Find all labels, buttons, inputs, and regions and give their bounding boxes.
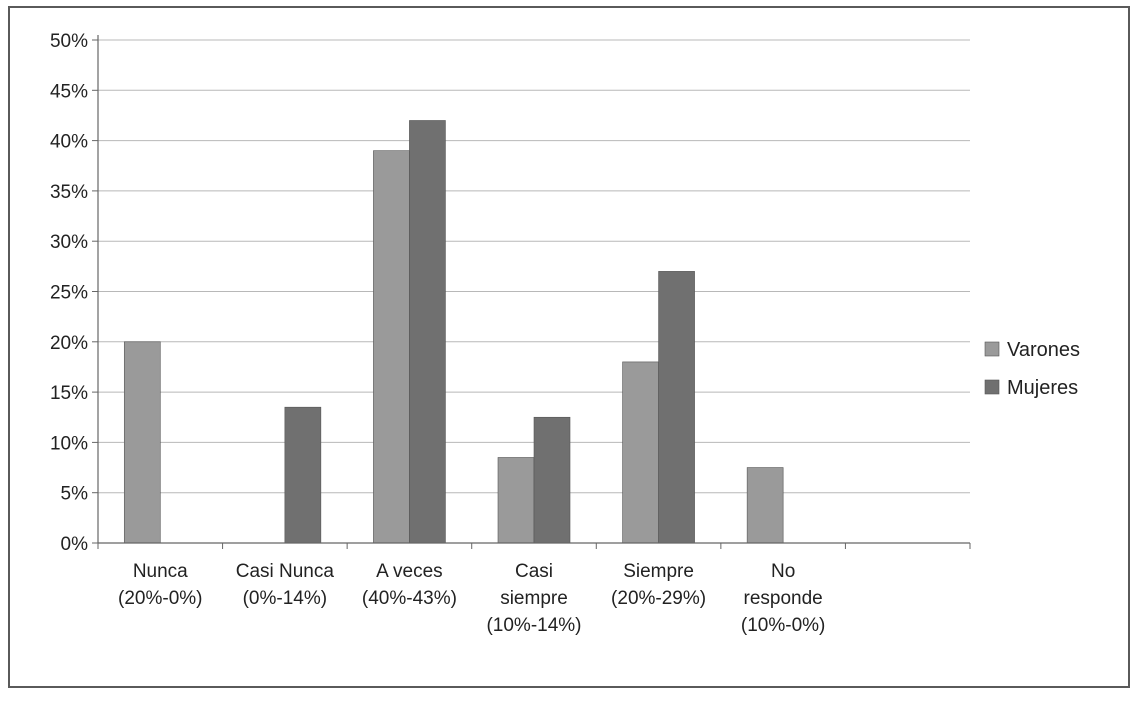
y-tick-label: 0% [61,534,89,555]
y-tick-label: 40% [50,132,88,153]
chart-frame [8,6,1130,688]
y-tick-label: 10% [50,433,88,454]
x-tick-label: Siempre (20%-29%) [611,561,706,609]
bar-varones-4 [497,457,535,544]
bar-mujeres-4 [533,416,571,544]
x-tick-label: No responde (10%-0%) [741,561,825,636]
axes: 0% 5% 10% 15% 20% 25% 30% 35% 40% 45% 50% Nunca (20%… [50,31,971,636]
legend: Varones Mujeres [984,339,1080,399]
y-tick-label: 15% [50,383,88,404]
bar-varones-5 [622,361,659,544]
legend-label-varones: Varones [1007,339,1080,361]
bar-mujeres-5 [658,271,695,544]
bar-varones-3 [373,150,410,544]
y-tick-label: 30% [50,232,88,253]
x-tick-label: Casi siempre (10%-14%) [486,561,581,636]
y-tick-label: 25% [50,283,88,304]
gridlines [98,39,970,494]
bar-varones-1 [123,341,161,544]
bar-mujeres-3 [409,120,446,544]
bars [123,120,784,544]
y-tick-label: 5% [61,484,89,505]
x-tick-label: Nunca (20%-0%) [118,561,202,609]
y-tick-label: 35% [50,182,88,203]
y-tick-label: 45% [50,81,88,102]
y-tick-label: 20% [50,333,88,354]
legend-swatch-mujeres [984,379,1000,395]
legend-label-mujeres: Mujeres [1007,377,1078,399]
y-tick-label: 50% [50,31,88,52]
x-tick-label: Casi Nunca (0%-14%) [236,561,335,609]
legend-swatch-varones [984,341,1000,357]
x-tick-label: A veces (40%-43%) [362,561,457,609]
bar-varones-6 [746,467,784,544]
bar-mujeres-2 [284,406,322,544]
